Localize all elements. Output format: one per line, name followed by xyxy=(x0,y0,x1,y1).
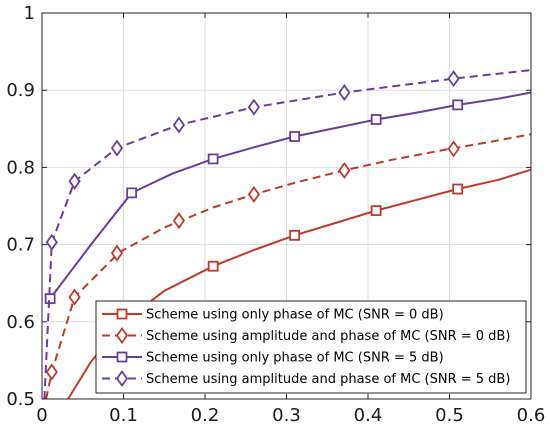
data-point xyxy=(126,187,138,199)
legend-marker xyxy=(115,369,129,388)
x-tick-label: 0 xyxy=(36,405,47,426)
data-point xyxy=(172,116,186,134)
data-point xyxy=(338,83,351,102)
data-point xyxy=(289,131,301,142)
legend-marker xyxy=(115,326,129,345)
x-tick-label: 0.1 xyxy=(109,405,138,426)
legend-label: Scheme using amplitude and phase of MC (… xyxy=(146,329,510,344)
data-point xyxy=(172,212,186,230)
data-point xyxy=(452,183,464,195)
data-point xyxy=(247,185,261,203)
legend-entry-0: Scheme using only phase of MC (SNR = 0 d… xyxy=(102,308,444,323)
series-1 xyxy=(45,133,532,400)
legend-label: Scheme using amplitude and phase of MC (… xyxy=(146,372,510,387)
series-2 xyxy=(44,91,532,305)
data-point xyxy=(68,288,81,306)
data-point xyxy=(447,70,460,88)
data-point xyxy=(207,153,219,165)
x-tick-label: 0.6 xyxy=(517,405,546,426)
x-tick-label: 0.5 xyxy=(435,405,464,426)
legend-entry-1: Scheme using amplitude and phase of MC (… xyxy=(102,326,510,345)
data-point xyxy=(45,233,58,251)
data-point xyxy=(370,114,382,125)
y-tick-label: 0.5 xyxy=(6,389,35,410)
data-point xyxy=(44,293,56,305)
y-tick-label: 0.7 xyxy=(6,235,35,256)
data-point xyxy=(452,99,464,111)
data-point xyxy=(370,205,382,217)
data-point xyxy=(45,363,58,381)
series-3 xyxy=(43,69,532,400)
legend-marker xyxy=(116,308,128,320)
data-point xyxy=(110,139,124,157)
y-tick-label: 1 xyxy=(24,3,35,24)
y-tick-label: 0.8 xyxy=(6,157,35,178)
data-point xyxy=(68,172,81,190)
legend-marker xyxy=(116,351,128,363)
data-point xyxy=(247,98,261,116)
data-point xyxy=(110,244,124,262)
data-point xyxy=(207,260,219,272)
x-tick-label: 0.4 xyxy=(354,405,383,426)
data-point xyxy=(289,229,301,241)
legend-label: Scheme using only phase of MC (SNR = 0 d… xyxy=(146,308,444,323)
data-point xyxy=(447,140,460,158)
legend-label: Scheme using only phase of MC (SNR = 5 d… xyxy=(146,351,444,366)
y-tick-label: 0.6 xyxy=(6,312,35,333)
data-point xyxy=(338,161,351,180)
legend-entry-2: Scheme using only phase of MC (SNR = 5 d… xyxy=(102,351,444,366)
x-tick-label: 0.2 xyxy=(191,405,220,426)
legend-entry-3: Scheme using amplitude and phase of MC (… xyxy=(102,369,510,388)
legend-box xyxy=(95,300,527,394)
legend: Scheme using only phase of MC (SNR = 0 d… xyxy=(95,300,527,394)
y-tick-label: 0.9 xyxy=(6,80,35,101)
axis-ticks: 0 0.1 0.2 0.3 0.4 0.5 0.6 0.5 0.6 0.7 0.8 0.9 1 xyxy=(6,3,545,426)
x-tick-label: 0.3 xyxy=(272,405,301,426)
